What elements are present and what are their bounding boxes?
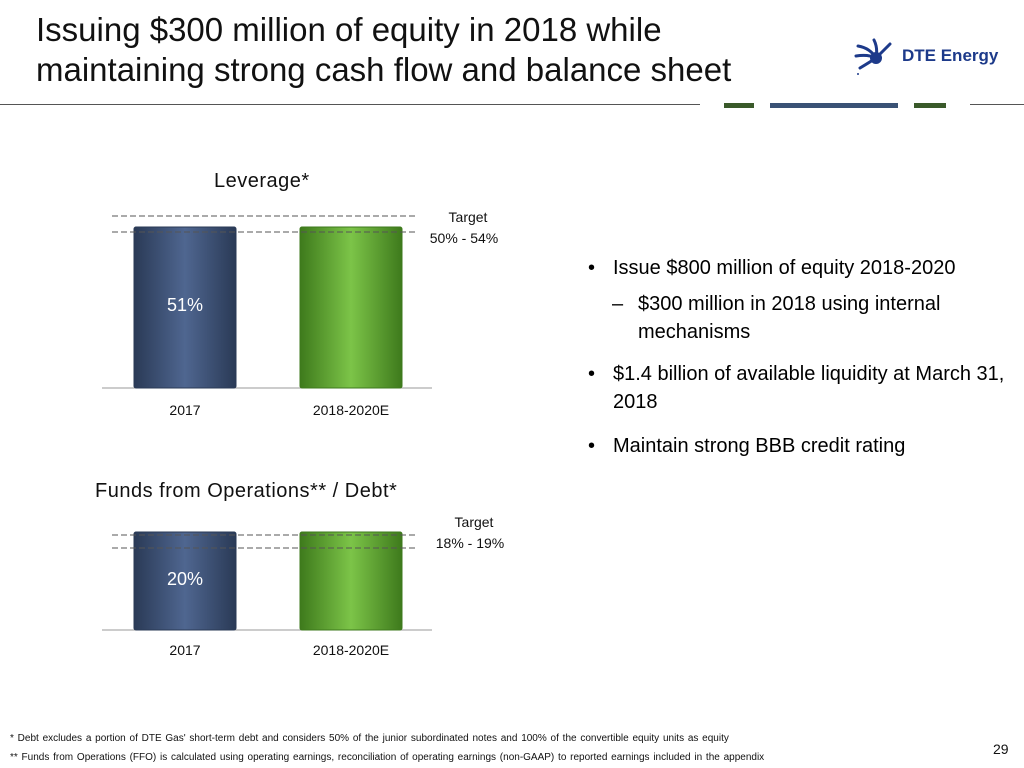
page-title: Issuing $300 million of equity in 2018 w… xyxy=(36,10,736,90)
bar xyxy=(133,226,237,389)
bullet-dot-icon: • xyxy=(588,363,596,385)
bullet-item: • Issue $800 million of equity 2018-2020 xyxy=(588,254,1008,282)
footnote-ffo: ** Funds from Operations (FFO) is calcul… xyxy=(10,752,765,763)
page-number: 29 xyxy=(993,741,1009,757)
data-label: 51% xyxy=(167,295,203,315)
target-label: Target xyxy=(449,209,488,225)
bullet-text: $1.4 billion of available liquidity at M… xyxy=(613,363,1005,413)
bullet-item: • $1.4 billion of available liquidity at… xyxy=(588,360,1008,416)
target-range-label: 18% - 19% xyxy=(436,535,504,551)
category-label: 2018-2020E xyxy=(313,402,389,418)
category-label: 2018-2020E xyxy=(313,642,389,658)
header-rule-left xyxy=(0,104,700,105)
sub-bullet-text: $300 million in 2018 using internal mech… xyxy=(638,293,941,343)
header-rule-right xyxy=(970,104,1024,105)
header-accent-green-right xyxy=(914,103,946,108)
header-accent-green-left xyxy=(724,103,754,108)
bullet-dot-icon: • xyxy=(588,435,596,457)
target-label: Target xyxy=(455,514,494,530)
dash-icon: – xyxy=(612,293,624,315)
chart-title-leverage: Leverage* xyxy=(214,170,310,192)
bullet-text: Issue $800 million of equity 2018-2020 xyxy=(613,257,956,279)
bar xyxy=(299,531,403,631)
header-accent-blue xyxy=(770,103,898,108)
bar xyxy=(133,531,237,631)
dte-energy-logo: DTE Energy xyxy=(852,38,1012,78)
category-label: 2017 xyxy=(169,642,200,658)
bar xyxy=(299,226,403,389)
sunburst-icon xyxy=(854,38,892,75)
bullet-list: • Issue $800 million of equity 2018-2020… xyxy=(588,254,1008,468)
chart-title-ffo-debt: Funds from Operations** / Debt* xyxy=(95,480,398,502)
footnote-debt: * Debt excludes a portion of DTE Gas' sh… xyxy=(10,733,729,744)
bullet-dot-icon: • xyxy=(588,257,596,279)
page-title-line-2: maintaining strong cash flow and balance… xyxy=(36,51,732,88)
sub-bullet-item: – $300 million in 2018 using internal me… xyxy=(588,290,1008,346)
data-label: 20% xyxy=(167,569,203,589)
logo-wordmark: DTE Energy xyxy=(902,46,999,65)
target-range-label: 50% - 54% xyxy=(430,230,498,246)
bullet-text: Maintain strong BBB credit rating xyxy=(613,435,906,457)
page-title-line-1: Issuing $300 million of equity in 2018 w… xyxy=(36,11,662,48)
bullet-item: • Maintain strong BBB credit rating xyxy=(588,432,1008,460)
category-label: 2017 xyxy=(169,402,200,418)
